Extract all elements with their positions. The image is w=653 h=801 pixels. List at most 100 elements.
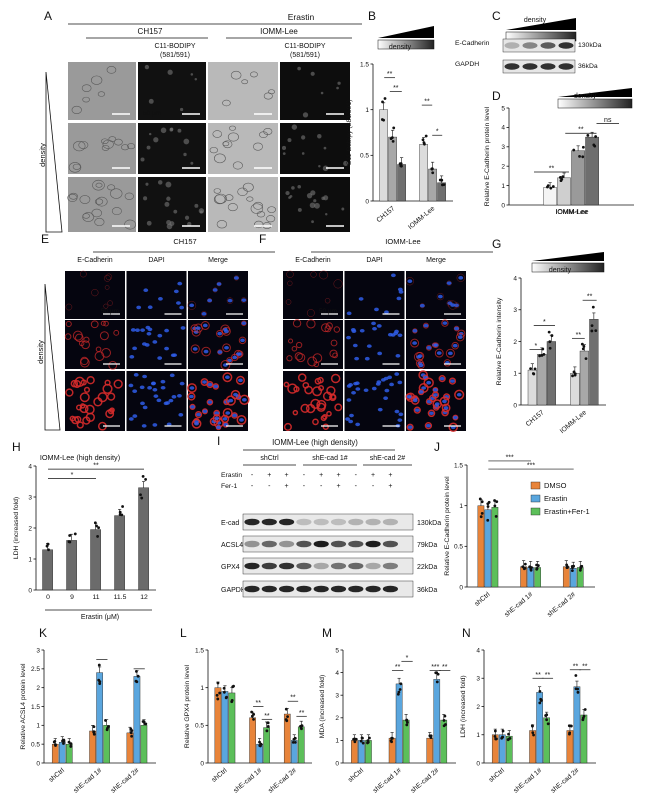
blot-band xyxy=(348,562,364,570)
nucleus xyxy=(394,372,400,376)
cell-signal xyxy=(318,165,321,168)
cell-signal xyxy=(317,134,322,139)
data-point xyxy=(549,186,553,190)
membrane-signal xyxy=(295,341,303,349)
membrane-signal xyxy=(230,389,241,400)
y-tick-label: 0.5 xyxy=(360,153,369,160)
data-point xyxy=(259,742,263,746)
y-tick-label: 2 xyxy=(513,339,517,346)
nucleus xyxy=(160,385,166,390)
nucleus xyxy=(429,411,434,416)
panel-I-treatment-Fer-1: Fer-1 xyxy=(221,483,237,490)
panel-letter-K: K xyxy=(39,626,47,640)
bar-shCtrl-s1 xyxy=(221,691,229,764)
blot-band xyxy=(313,518,329,526)
data-point xyxy=(572,148,576,152)
x-tick-label: 0 xyxy=(46,594,50,601)
membrane-signal xyxy=(296,353,306,363)
blot-band xyxy=(279,585,295,593)
cell-signal xyxy=(173,209,178,214)
nucleus xyxy=(359,328,365,333)
nucleus xyxy=(436,351,442,355)
y-tick-label: 4 xyxy=(335,670,339,677)
panel-I-sign: - xyxy=(355,472,358,479)
bar-shE-cad 2#-s1 xyxy=(433,679,441,764)
significance-label: ** xyxy=(395,664,401,671)
y-tick-label: 2 xyxy=(501,164,505,171)
membrane-signal xyxy=(291,345,298,352)
legend-label-Erastin: Erastin xyxy=(544,494,567,503)
nucleus xyxy=(354,356,360,361)
membrane-signal xyxy=(74,415,82,423)
nucleus xyxy=(376,324,382,328)
nucleus xyxy=(147,386,152,390)
fluo-F-r0-c1 xyxy=(344,271,405,319)
y-tick-label: 0.5 xyxy=(454,544,463,551)
panel-I-title: IOMM-Lee (high density) xyxy=(272,438,358,447)
nucleus xyxy=(224,345,229,350)
panel-C-kda-0: 130kDa xyxy=(578,42,602,49)
data-point xyxy=(120,513,124,517)
data-point xyxy=(495,737,498,741)
cell-signal xyxy=(157,180,163,185)
nucleus xyxy=(179,305,185,310)
panel-E-density-label: density xyxy=(36,340,45,364)
blot-I-GAPDH xyxy=(242,580,414,598)
panel-D-density-label: density xyxy=(574,93,597,100)
panel-I-sign: - xyxy=(251,472,254,479)
data-point xyxy=(424,134,428,138)
panel-F-scale-label: 50 μm xyxy=(319,308,337,315)
data-point xyxy=(106,725,110,729)
nucleus xyxy=(132,414,138,418)
y-tick-label: 1.5 xyxy=(195,647,204,654)
data-point xyxy=(68,534,72,537)
data-point xyxy=(292,737,296,741)
cell-signal xyxy=(143,196,148,201)
data-point xyxy=(389,137,393,141)
x-tick-label: 11.5 xyxy=(114,594,127,601)
panel-I-sign: + xyxy=(336,472,340,479)
data-point xyxy=(130,734,133,738)
cell-signal xyxy=(194,77,198,81)
blot-band xyxy=(313,585,329,593)
nucleus xyxy=(196,412,201,417)
nucleus xyxy=(397,418,403,422)
membrane-signal xyxy=(236,414,247,425)
membrane-signal xyxy=(310,398,321,409)
bar-IOMM-Lee-s1 xyxy=(579,350,589,406)
nucleus xyxy=(217,350,223,354)
fluo-E-r2-c0 xyxy=(65,371,125,431)
chart-M: 0 1 2 3 4 5 MDA (increased fold) shCtrl shE-cad … xyxy=(319,647,456,795)
nucleus xyxy=(426,423,431,428)
data-point xyxy=(538,354,542,358)
cell-signal xyxy=(183,138,190,145)
significance-label: ** xyxy=(582,663,588,670)
data-point xyxy=(368,736,371,740)
panel-I-kda-2: 22kDa xyxy=(417,564,437,571)
bar-shE-cad 1#-s1 xyxy=(96,672,103,764)
cell-outline xyxy=(121,144,130,151)
data-point xyxy=(590,329,594,333)
cell-signal xyxy=(165,181,172,188)
nucleus xyxy=(396,296,402,301)
membrane-signal xyxy=(191,418,202,429)
data-point xyxy=(435,680,439,684)
data-point xyxy=(547,330,551,334)
membrane-signal xyxy=(448,422,459,433)
cell-signal xyxy=(289,195,293,198)
panel-A-scale-label: 50 μm xyxy=(143,110,161,117)
nucleus xyxy=(349,413,354,418)
cell-signal xyxy=(313,199,317,203)
nucleus xyxy=(176,301,181,305)
cell-outline xyxy=(124,219,136,230)
cell-outline xyxy=(82,96,90,103)
blot-C-row-0 xyxy=(502,38,576,53)
nucleus xyxy=(395,354,401,358)
nucleus xyxy=(157,356,163,360)
data-point xyxy=(442,719,446,722)
x-tick-label: shCtrl xyxy=(347,767,365,784)
panel-I-sign: + xyxy=(336,483,340,490)
nucleus xyxy=(160,379,166,384)
bar-12-s0 xyxy=(138,487,149,591)
nucleus xyxy=(178,413,184,417)
